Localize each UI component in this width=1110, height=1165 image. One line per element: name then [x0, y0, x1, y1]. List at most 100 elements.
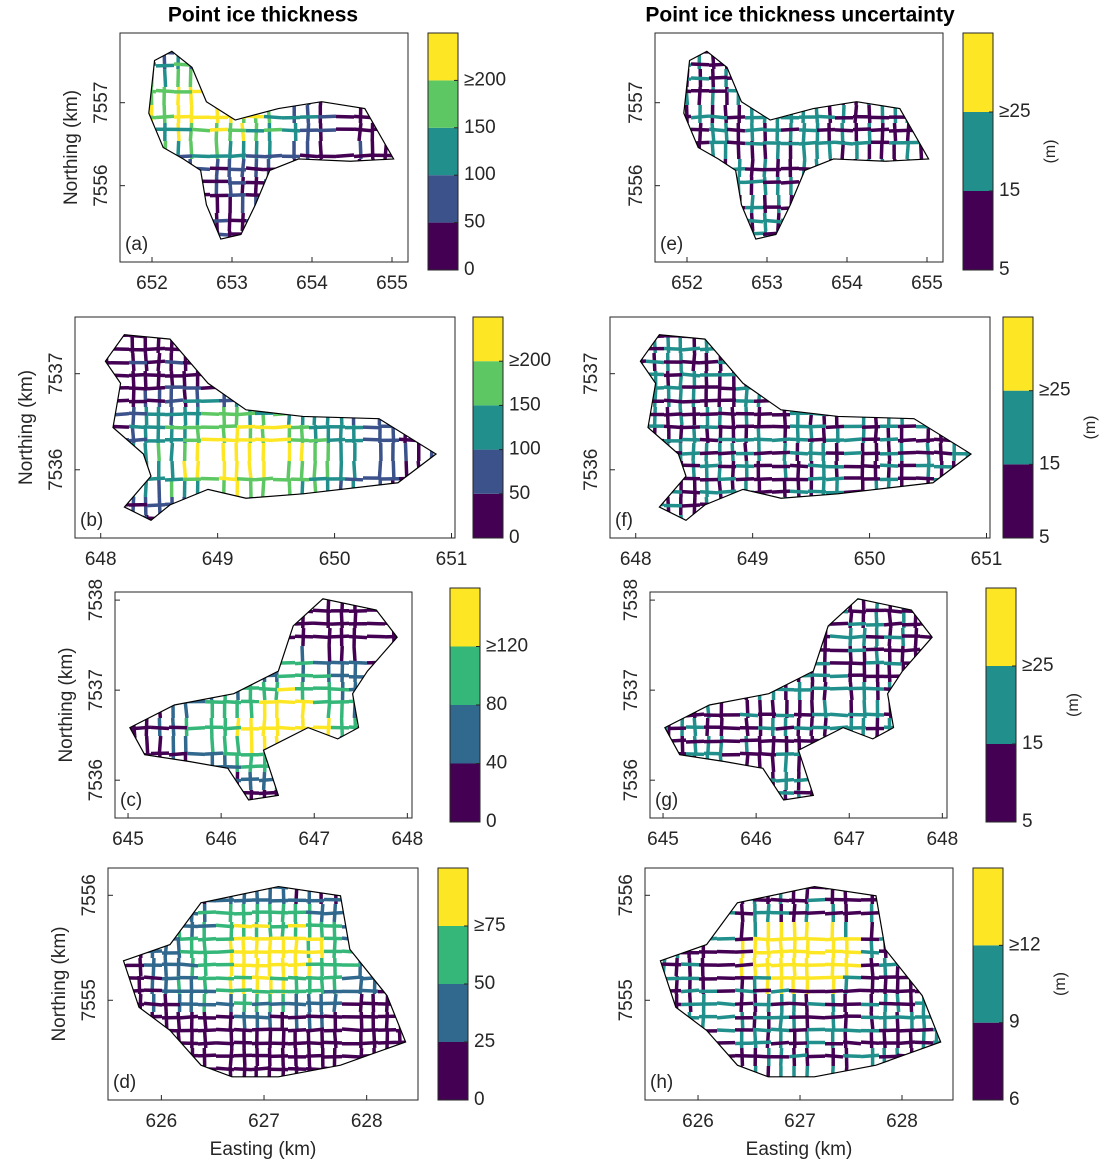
track-segment	[197, 1053, 217, 1058]
track-segment	[807, 476, 827, 481]
track-segment	[752, 897, 772, 903]
track-segment	[831, 1011, 836, 1031]
track-segment	[453, 375, 471, 376]
track-segment	[683, 114, 692, 120]
track-segment	[896, 1002, 916, 1007]
track-segment	[312, 460, 318, 480]
track-segment	[951, 886, 969, 887]
track-segment	[716, 1014, 736, 1020]
track-segment	[359, 1028, 379, 1033]
x-tick-label: 655	[376, 273, 408, 294]
track-segment	[272, 437, 292, 442]
track-segment	[189, 104, 194, 124]
track-segment	[765, 1029, 771, 1049]
colorbar-tick-label: 0	[474, 1089, 485, 1110]
track-segment	[128, 386, 148, 391]
panel-label: (d)	[113, 1072, 136, 1093]
track-segment	[861, 424, 881, 430]
y-axis-label: Northing (km)	[56, 647, 77, 762]
track-segment	[716, 1001, 736, 1007]
track-segment	[312, 699, 332, 705]
track-segment	[843, 1029, 848, 1049]
panel-label: (g)	[655, 790, 678, 811]
colorbar-frame	[427, 32, 459, 271]
x-tick-label: 648	[85, 549, 117, 570]
track-segment	[821, 478, 826, 498]
x-tick-label: 652	[671, 273, 703, 294]
track-segment	[752, 936, 772, 942]
track-segment	[128, 411, 148, 416]
track-segment	[161, 976, 181, 981]
track-segment	[829, 634, 849, 640]
track-segment	[268, 1029, 273, 1049]
track-segment	[674, 957, 679, 977]
track-segment	[652, 388, 658, 408]
y-tick-label: 7536	[86, 759, 107, 801]
track-segment	[197, 1028, 217, 1033]
track-segment	[951, 1056, 969, 1057]
track-segment	[716, 962, 736, 967]
track-segment	[317, 114, 337, 119]
track-segment	[878, 1015, 898, 1020]
colorbar-swatch	[450, 646, 480, 705]
track-segment	[752, 1040, 772, 1045]
track-segment	[453, 322, 471, 323]
y-tick-label: 7536	[581, 449, 602, 491]
track-segment	[807, 437, 827, 443]
track-segment	[793, 726, 813, 731]
track-segment	[842, 988, 862, 994]
track-segment	[245, 154, 265, 159]
track-segment	[352, 460, 357, 480]
colorbar-swatch	[1003, 317, 1033, 391]
track-segment	[276, 673, 296, 679]
track-segment	[176, 86, 181, 106]
track-segment	[878, 988, 898, 994]
track-segment	[254, 425, 274, 430]
track-segment	[882, 957, 888, 977]
track-segment	[886, 460, 892, 480]
colorbar-swatch	[473, 493, 503, 538]
track-segment	[887, 663, 892, 683]
track-segment	[878, 1001, 898, 1006]
colorbar-tick-label: 80	[486, 694, 507, 715]
x-tick-label: 654	[831, 273, 863, 294]
track-segment	[197, 923, 217, 929]
track-segment	[743, 388, 749, 408]
track-segment	[366, 621, 386, 626]
track-segment	[215, 1066, 235, 1072]
colorbar-swatch	[473, 405, 503, 450]
colorbar-swatch	[973, 868, 1003, 946]
track-segment	[233, 911, 253, 916]
track-segment	[453, 531, 471, 532]
track-segment	[848, 681, 854, 701]
track-segment	[847, 621, 867, 627]
track-segment	[860, 949, 880, 955]
track-segment	[163, 957, 168, 977]
track-segment	[788, 949, 808, 954]
track-segment	[896, 1015, 916, 1020]
track-segment	[228, 122, 233, 142]
track-segment	[384, 634, 398, 639]
track-segment	[276, 725, 296, 731]
track-segment	[287, 1027, 307, 1033]
track-segment	[842, 1040, 862, 1046]
track-segment	[353, 114, 373, 120]
track-segment	[699, 359, 719, 365]
track-segment	[681, 451, 701, 456]
track-segment	[663, 385, 683, 391]
track-segment	[258, 686, 278, 692]
y-tick-label: 7556	[626, 165, 647, 207]
y-tick-label: 7538	[621, 579, 642, 621]
track-segment	[210, 735, 215, 755]
track-segment	[319, 939, 324, 959]
y-tick-label: 7536	[46, 449, 67, 491]
track-segment	[233, 898, 253, 903]
track-segment	[663, 346, 683, 351]
track-segment	[752, 962, 772, 968]
track-segment	[276, 699, 296, 705]
track-segment	[391, 460, 396, 480]
track-segment	[806, 910, 826, 915]
y-tick-label: 7538	[86, 579, 107, 621]
colorbar-swatch	[473, 361, 503, 406]
track-segment	[179, 962, 199, 968]
